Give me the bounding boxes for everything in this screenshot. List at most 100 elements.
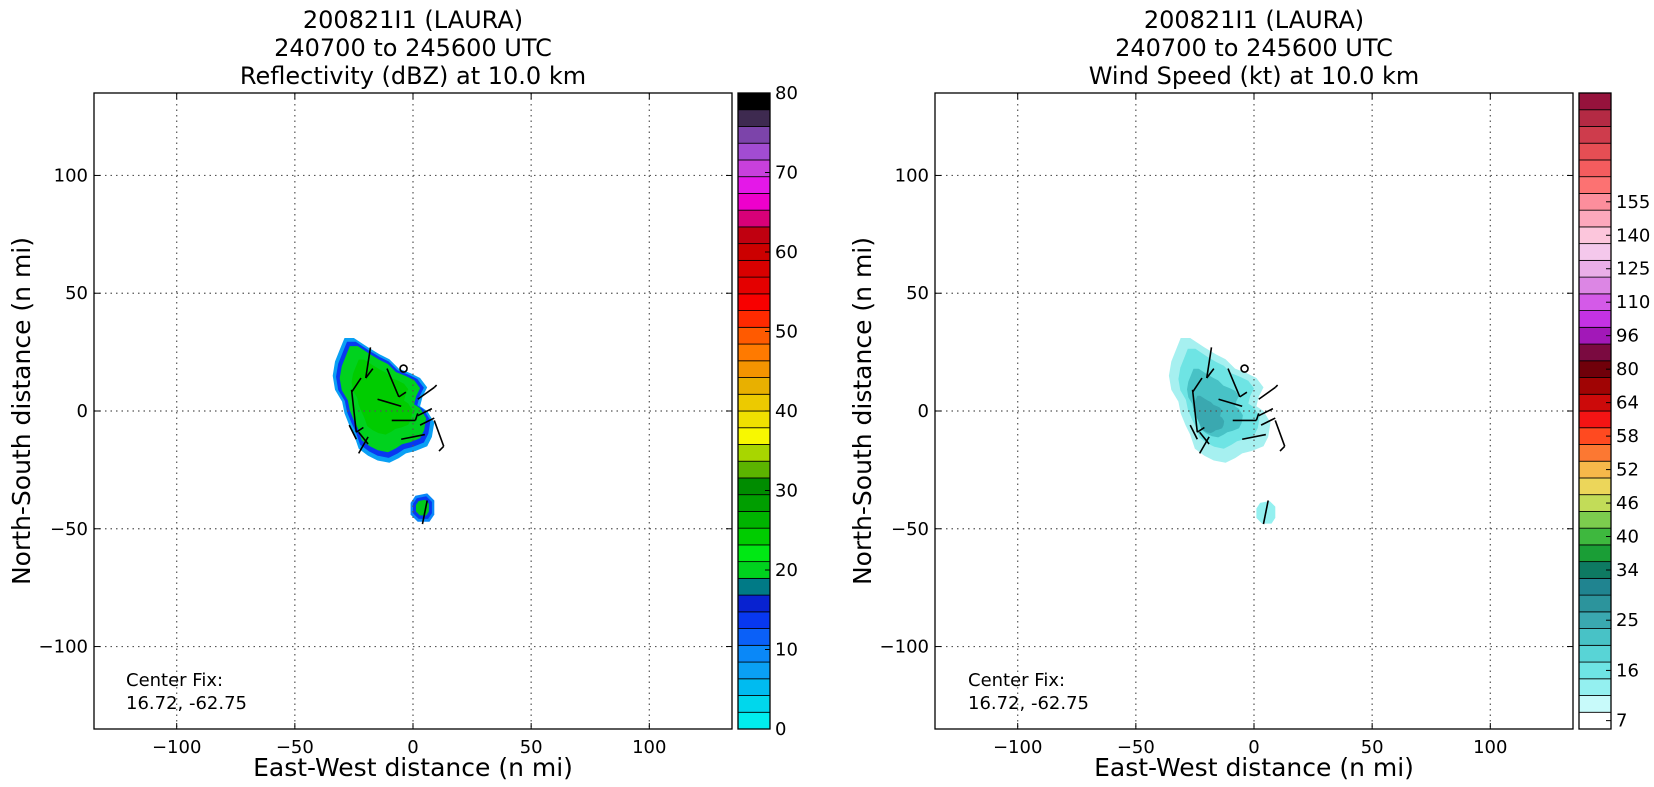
colorbar-bin	[737, 695, 771, 713]
colorbar-bin	[737, 544, 771, 563]
colorbar-tick-label: 60	[775, 242, 798, 263]
chart-title-line: 240700 to 245600 UTC	[1115, 34, 1393, 62]
y-tick-label: 50	[65, 283, 88, 304]
colorbar-bin	[737, 293, 771, 311]
colorbar-bin	[737, 126, 771, 144]
colorbar-tick-label: 34	[1616, 560, 1639, 581]
colorbar-bin	[1578, 276, 1612, 295]
colorbar-tick-label: 140	[1616, 225, 1650, 246]
wind-barb	[1189, 424, 1199, 440]
center-fix-annotation: Center Fix:	[968, 670, 1065, 691]
wind-barb-flag	[1255, 413, 1260, 421]
colorbar-bin	[1578, 678, 1612, 696]
colorbar-tick-label: 50	[775, 322, 798, 343]
colorbar-bin	[737, 527, 771, 546]
colorbar-bin	[737, 343, 771, 362]
wind-barb	[364, 347, 372, 379]
wind-barb-flag	[433, 384, 438, 389]
wind-barb	[1199, 431, 1210, 445]
colorbar-tick-label: 52	[1616, 460, 1639, 481]
colorbar-bin	[1578, 577, 1612, 596]
colorbar-bin	[737, 176, 771, 194]
x-tick-label: −50	[276, 737, 314, 758]
calm-wind-marker	[399, 364, 408, 373]
colorbar-bin	[737, 644, 771, 663]
colorbar-bin	[1578, 243, 1612, 261]
colorbar-bin	[737, 444, 771, 462]
y-tick-label: 100	[54, 165, 88, 186]
x-tick-label: −100	[152, 737, 201, 758]
x-tick-label: −50	[1117, 737, 1155, 758]
wind-barb	[1227, 368, 1241, 398]
chart-title-line: Wind Speed (kt) at 10.0 km	[1089, 62, 1420, 90]
wind-barb-flag	[1274, 384, 1279, 389]
wind-barb	[1205, 347, 1213, 379]
colorbar-bin	[1578, 209, 1612, 228]
colorbar-bin	[737, 661, 771, 680]
colorbar-bin	[737, 193, 771, 211]
chart-title-line: Reflectivity (dBZ) at 10.0 km	[240, 62, 586, 90]
colorbar-bin	[1578, 92, 1612, 111]
colorbar-bin	[737, 326, 771, 345]
x-tick-label: 50	[520, 737, 543, 758]
y-axis-label: North-South distance (n mi)	[848, 237, 877, 585]
colorbar-tick-label: 80	[775, 83, 798, 104]
wind-barb	[401, 433, 425, 441]
wind-max	[1193, 395, 1225, 434]
colorbar-frame	[1578, 92, 1612, 730]
wind-barb	[358, 431, 369, 445]
colorbar: 7 16 25 34 40 46 52 58 64 80 96 110 125 140 155	[1578, 92, 1650, 732]
wind-barb	[377, 398, 402, 408]
colorbar-bin	[1578, 695, 1612, 713]
colorbar-tick-label: 40	[1616, 527, 1639, 548]
wind-barb	[421, 500, 428, 525]
colorbar-bin	[737, 259, 771, 278]
colorbar-bin	[1578, 159, 1612, 178]
wind-barb-flag	[414, 413, 419, 421]
wind-barb	[1260, 417, 1276, 426]
wind-barbs	[1189, 347, 1286, 525]
wind-barb-flag	[355, 426, 364, 433]
colorbar-bin	[737, 209, 771, 228]
x-tick-label: 50	[1361, 737, 1384, 758]
center-fix-annotation: 16.72, -62.75	[968, 693, 1089, 714]
y-tick-label: 0	[77, 401, 88, 422]
wind-barb-flag	[1239, 391, 1248, 398]
x-tick-label: 100	[632, 737, 666, 758]
y-tick-label: 50	[906, 283, 929, 304]
x-tick-label: 100	[1473, 737, 1507, 758]
colorbar-bin	[737, 393, 771, 412]
center-fix-annotation: Center Fix:	[126, 670, 223, 691]
colorbar: 0 10 20 30 40 50 60 70 80	[737, 83, 798, 740]
wind-barb	[1191, 377, 1203, 393]
wind-barbs	[348, 347, 445, 525]
colorbar-tick-label: 25	[1616, 610, 1639, 631]
colorbar-bin	[1578, 142, 1612, 161]
colorbar-tick-label: 155	[1616, 192, 1650, 213]
echo-inner	[351, 359, 413, 435]
wind-barb	[438, 445, 445, 452]
y-tick-label: 0	[918, 401, 929, 422]
colorbar-bin	[737, 226, 771, 245]
colorbar-tick-label: 10	[775, 640, 798, 661]
wind-barb	[417, 386, 435, 400]
colorbar-bin	[737, 360, 771, 378]
y-tick-label: −100	[880, 637, 929, 658]
y-tick-label: −100	[39, 637, 88, 658]
colorbar-tick-label: 64	[1616, 393, 1639, 414]
wind-barb-flag	[365, 368, 374, 379]
wind-barb	[350, 377, 362, 393]
colorbar-bin	[737, 594, 771, 613]
wind-barb	[1191, 389, 1199, 433]
colorbar-bin	[1578, 444, 1612, 462]
wind-barb	[348, 424, 358, 440]
colorbar-tick-label: 0	[775, 719, 786, 740]
colorbar-bin	[1578, 544, 1612, 563]
colorbar-tick-label: 80	[1616, 359, 1639, 380]
x-axis-label: East-West distance (n mi)	[253, 753, 573, 782]
colorbar-bin	[737, 711, 771, 730]
colorbar-bin	[1578, 594, 1612, 613]
center-fix-annotation: 16.72, -62.75	[126, 693, 247, 714]
wind-barb	[1258, 386, 1276, 400]
